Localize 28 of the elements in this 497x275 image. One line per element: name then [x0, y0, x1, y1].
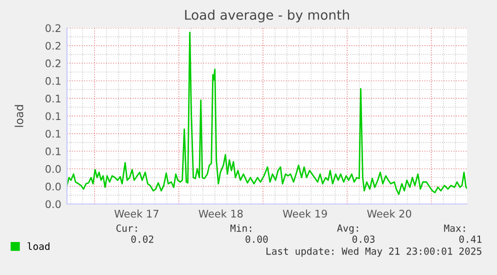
line-series — [67, 32, 467, 196]
x-tick-label: Week 19 — [282, 210, 327, 218]
y-tick-label: 0.0 — [46, 200, 61, 208]
y-tick-label: 0.1 — [46, 112, 60, 120]
y-tick-label: 0.2 — [46, 24, 60, 32]
text: Last update: Wed May 21 23:00:01 2025 — [266, 247, 482, 257]
text: 0.00 — [246, 235, 268, 243]
y-axis-title: load — [14, 105, 24, 127]
text: 0.02 — [131, 235, 154, 243]
y-tick-label: 0.2 — [46, 59, 60, 68]
legend-label: load — [28, 242, 50, 250]
x-tick-label: Week 18 — [198, 210, 243, 218]
text: 0.41 — [459, 235, 482, 243]
chart-title: Load average - by month — [185, 10, 349, 22]
y-tick-label: 0.1 — [46, 94, 60, 103]
x-tick-label: Week 17 — [114, 210, 158, 218]
text: Min: — [230, 224, 252, 232]
text: Avg: — [337, 224, 358, 234]
y-tick-label: 0.0 — [46, 165, 61, 173]
y-tick-label: 0.1 — [46, 77, 60, 85]
y-tick-label: 0.2 — [46, 42, 60, 50]
text: 0.03 — [352, 235, 375, 243]
x-tick-label: Week 20 — [367, 210, 412, 218]
text: Max: — [444, 224, 465, 232]
y-tick-label: 0.0 — [46, 182, 61, 191]
y-tick-label: 0.1 — [46, 147, 60, 156]
y-tick-label: 0.1 — [46, 130, 60, 138]
text: Cur: — [116, 224, 137, 232]
